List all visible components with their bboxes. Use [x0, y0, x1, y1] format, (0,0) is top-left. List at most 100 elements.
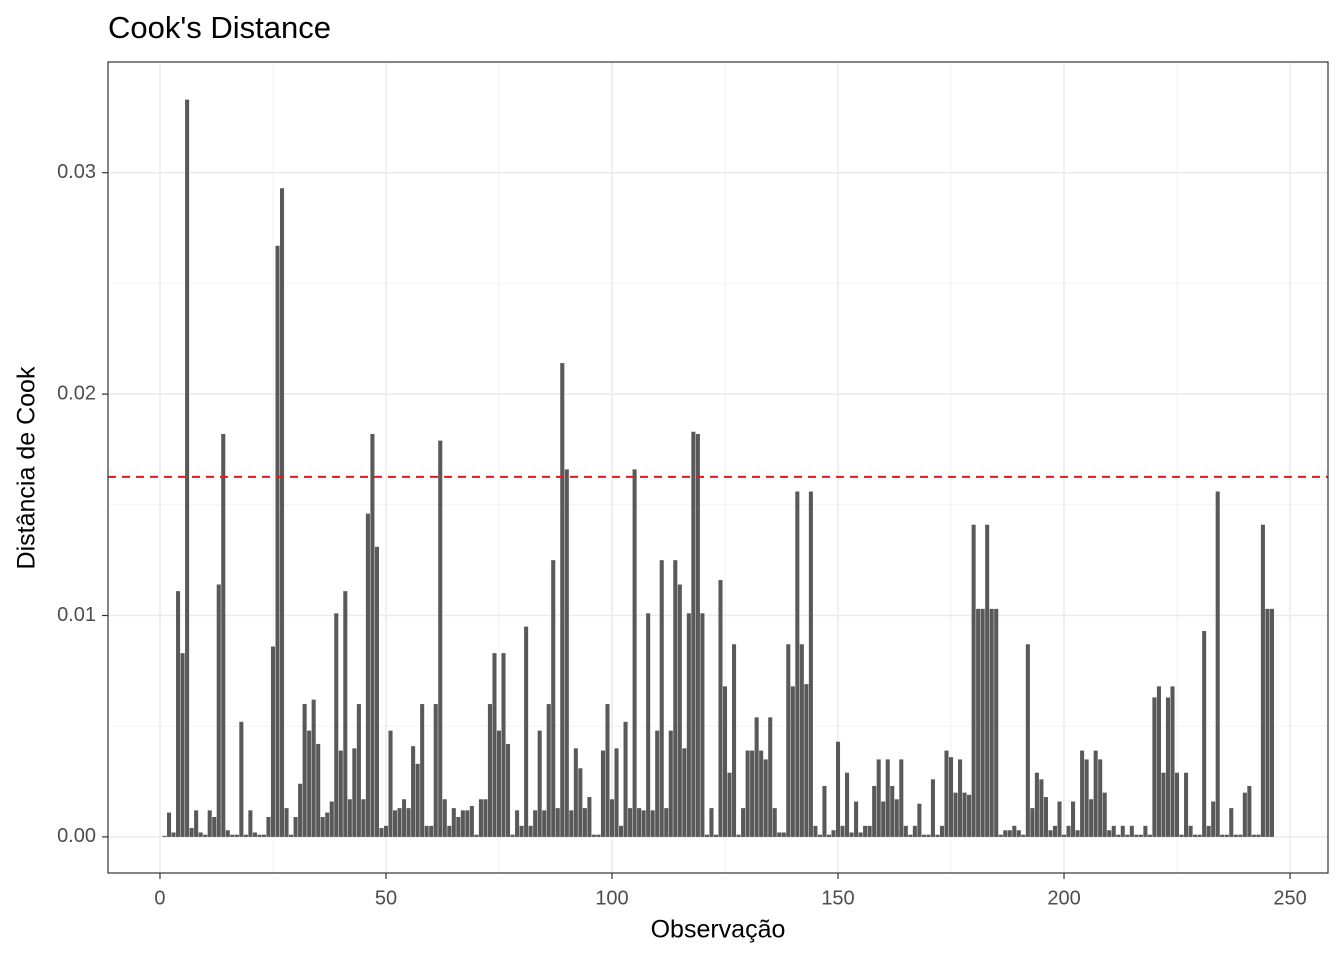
bar [261, 834, 266, 837]
bar [474, 834, 479, 837]
bar [447, 825, 452, 837]
bar [980, 608, 985, 837]
bar [582, 808, 587, 837]
bar [1202, 631, 1207, 837]
bar [1039, 779, 1044, 837]
bar [329, 801, 334, 837]
bar [754, 717, 759, 837]
bar [655, 730, 660, 837]
bar [668, 730, 673, 837]
bar [221, 433, 226, 837]
bar [921, 834, 926, 837]
x-tick-label: 250 [1273, 887, 1306, 909]
bar [1012, 825, 1017, 837]
bar [189, 828, 194, 837]
bar [727, 772, 732, 837]
x-tick-label: 50 [375, 887, 397, 909]
bar [962, 792, 967, 837]
bar [1152, 697, 1157, 837]
bar [460, 810, 465, 837]
bar [420, 704, 425, 837]
bar [822, 785, 827, 837]
bar [967, 794, 972, 837]
bar [198, 832, 203, 837]
bar [917, 803, 922, 837]
bar [239, 721, 244, 837]
bar [1179, 834, 1184, 837]
bar [528, 825, 533, 837]
bar [496, 730, 502, 837]
bar [361, 799, 366, 837]
x-tick-label: 100 [595, 887, 628, 909]
bar [876, 759, 881, 837]
bar [677, 584, 682, 837]
bar [596, 834, 601, 837]
bar [451, 808, 456, 837]
bar [899, 759, 904, 837]
bar [180, 653, 185, 837]
bar [411, 746, 416, 837]
bar [469, 805, 474, 837]
bar [555, 808, 560, 837]
bar [1030, 808, 1035, 837]
bar [311, 699, 316, 837]
bar [664, 808, 669, 837]
bar [750, 750, 755, 837]
bar [704, 834, 709, 837]
bar [745, 750, 750, 837]
bar [1080, 750, 1085, 837]
bar [347, 799, 352, 837]
bar [383, 825, 389, 837]
bar [442, 799, 447, 837]
bar [600, 750, 605, 837]
bar [402, 799, 407, 837]
bar [1242, 792, 1247, 837]
bar [826, 834, 832, 837]
bar [1111, 825, 1116, 837]
bar [320, 816, 325, 837]
bar [912, 825, 917, 837]
bar [1107, 830, 1112, 837]
bar [478, 799, 483, 837]
bar [650, 810, 655, 837]
bar [908, 834, 913, 837]
bar [307, 730, 312, 837]
bar [948, 757, 954, 837]
bar [316, 743, 321, 837]
bar [275, 245, 280, 837]
bar [1093, 750, 1098, 837]
bar [926, 834, 931, 837]
bar [1034, 772, 1039, 837]
bar [1247, 785, 1252, 837]
bar [989, 608, 994, 837]
bar [257, 834, 262, 837]
bar [1098, 759, 1103, 837]
bar [456, 816, 461, 837]
bar [279, 188, 285, 837]
bar [628, 808, 633, 837]
bar [266, 816, 271, 837]
bar [709, 808, 714, 837]
y-tick-label: 0.01 [57, 604, 96, 626]
bar [799, 644, 804, 837]
bar [894, 799, 899, 837]
bar [1193, 834, 1198, 837]
bar [212, 816, 217, 837]
bar [795, 491, 800, 837]
bar [641, 810, 646, 837]
bar [216, 584, 221, 837]
bar [718, 580, 723, 837]
bar [1215, 491, 1220, 837]
bar [867, 825, 872, 837]
bar [1102, 792, 1107, 837]
bar [1048, 830, 1053, 837]
x-axis-label: Observação [651, 916, 786, 944]
bar [1021, 834, 1026, 837]
bar [510, 834, 515, 837]
bar [637, 808, 642, 837]
bar [854, 801, 859, 837]
bar [230, 834, 235, 837]
bar [397, 808, 402, 837]
bar [343, 591, 348, 837]
x-tick-label: 0 [154, 887, 165, 909]
